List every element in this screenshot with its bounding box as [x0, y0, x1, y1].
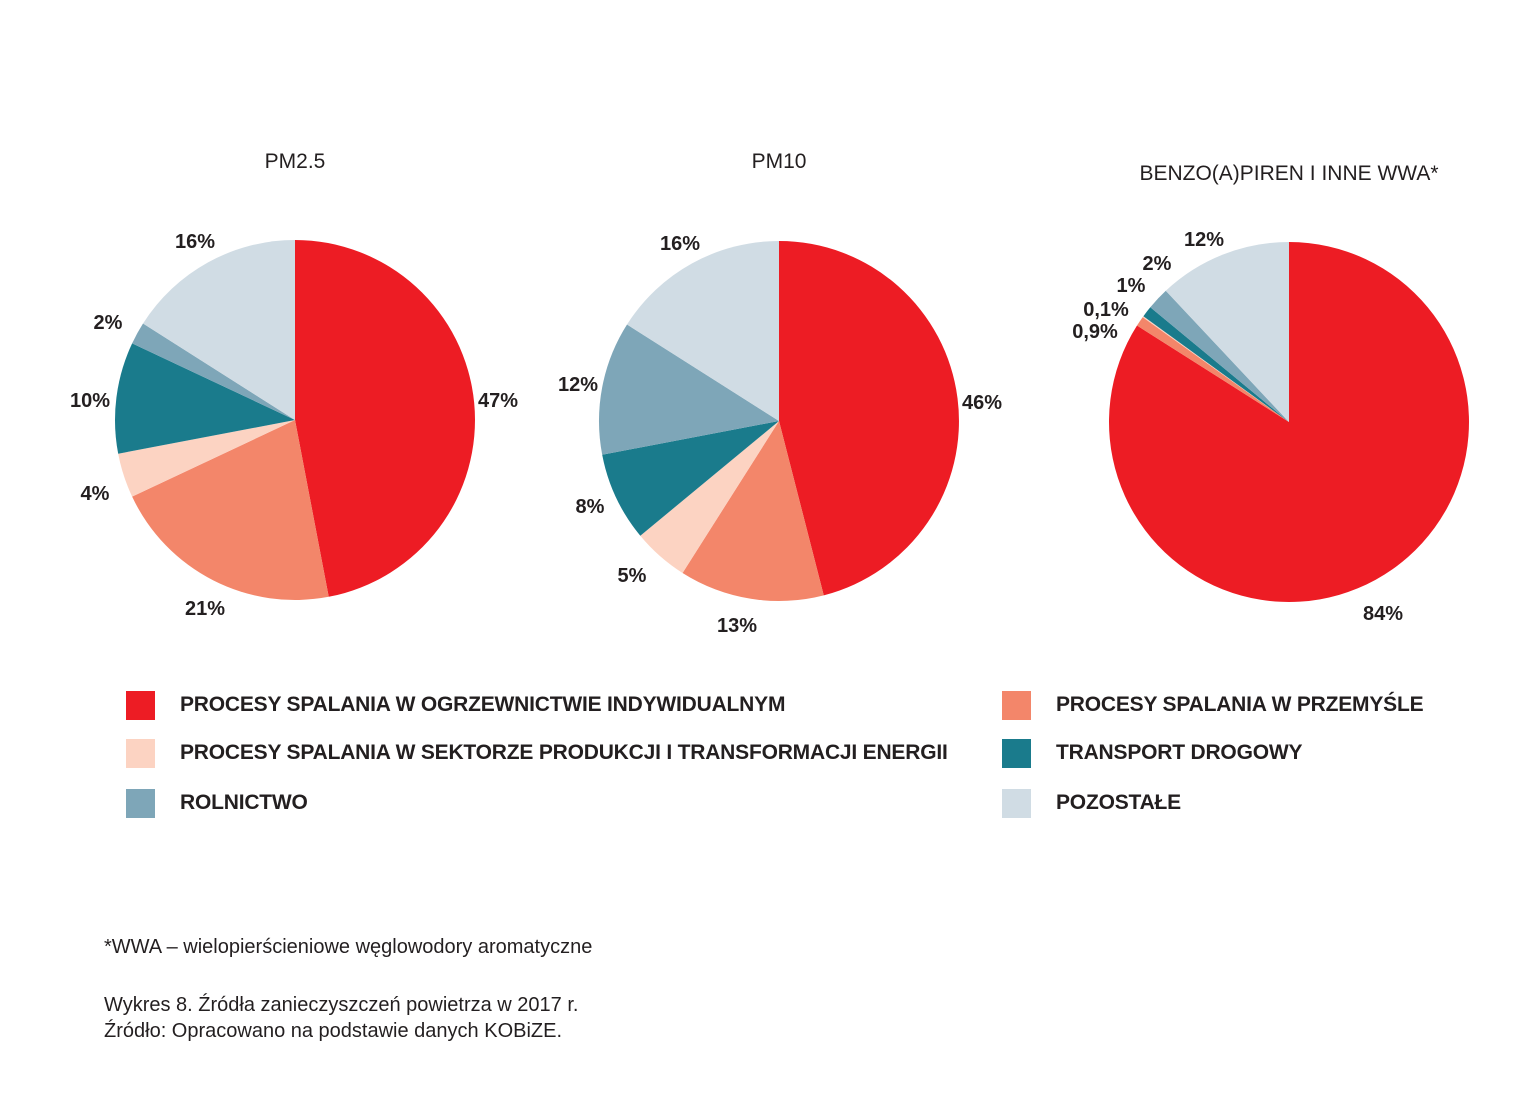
source-note: Źródło: Opracowano na podstawie danych K…	[104, 1020, 563, 1042]
pie-chart-3: BENZO(A)PIREN I INNE WWA* 84% 0,9%0,1%1%2%…	[1072, 162, 1469, 625]
chart-title: PM10	[752, 150, 807, 173]
legend-item-pozostale: POZOSTAŁE	[1002, 788, 1181, 818]
data-label-rolnictwo: 2%	[94, 312, 123, 334]
legend-swatch-pozostale	[1002, 788, 1031, 818]
legend-swatch-przemysl	[1002, 690, 1031, 720]
data-label-przemysl: 21%	[185, 598, 225, 620]
data-label-przemysl: 13%	[717, 615, 757, 637]
legend-item-przemysl: PROCESY SPALANIA W PRZEMYŚLE	[1002, 690, 1424, 720]
legend-item-ogrzewnictwo: PROCESY SPALANIA W OGRZEWNICTWIE INDYWID…	[126, 690, 785, 720]
legend-label-rolnictwo: ROLNICTWO	[180, 791, 308, 814]
data-label-transport: 1%	[1117, 275, 1146, 297]
legend-item-rolnictwo: ROLNICTWO	[126, 788, 308, 818]
pie-slice-przemysl	[132, 420, 329, 600]
pie-slice-ogrzewnictwo	[779, 241, 959, 596]
legend-label-energia: PROCESY SPALANIA W SEKTORZE PRODUKCJI I …	[180, 741, 948, 764]
pie-slice-energia	[640, 421, 779, 573]
data-label-transport: 8%	[576, 496, 605, 518]
data-label-pozostale: 16%	[660, 233, 700, 255]
footnote: *WWA – wielopierścieniowe węglowodory ar…	[104, 936, 593, 958]
pie-slice-pozostale	[627, 241, 779, 421]
figure-caption: Wykres 8. Źródła zanieczyszczeń powietrz…	[104, 994, 579, 1016]
legend-swatch-rolnictwo	[126, 788, 155, 818]
data-label-pozostale: 16%	[175, 231, 215, 253]
pie-slice-ogrzewnictwo	[1108, 242, 1469, 603]
pie-slice-transport	[1143, 307, 1289, 422]
legend-swatch-transport	[1002, 738, 1031, 768]
pie-slice-energia	[118, 420, 295, 497]
chart-title: BENZO(A)PIREN I INNE WWA*	[1139, 162, 1438, 185]
pie-slice-energia	[1142, 316, 1289, 422]
legend-label-ogrzewnictwo: PROCESY SPALANIA W OGRZEWNICTWIE INDYWID…	[180, 693, 786, 716]
pie-slice-rolnictwo	[599, 324, 779, 455]
pie-slice-ogrzewnictwo	[295, 240, 475, 597]
data-label-ogrzewnictwo: 47%	[478, 390, 518, 412]
pie-slice-rolnictwo	[1150, 290, 1289, 422]
pie-chart-1: PM2.5 47% 21% 4% 10% 2% 16%	[70, 150, 518, 620]
data-label-pozostale: 12%	[1184, 229, 1224, 251]
legend-label-transport: TRANSPORT DROGOWY	[1056, 741, 1303, 764]
pie-slice-przemysl	[1137, 317, 1289, 422]
data-label-przemysl: 0,9%	[1072, 321, 1118, 343]
legend-label-pozostale: POZOSTAŁE	[1056, 791, 1181, 814]
chart-title: PM2.5	[265, 150, 326, 173]
legend-item-energia: PROCESY SPALANIA W SEKTORZE PRODUKCJI I …	[126, 738, 948, 768]
pie-chart-2: PM10 46% 13% 5% 8% 12% 16%	[558, 150, 1002, 637]
pie-slice-transport	[115, 343, 295, 454]
data-label-energia: 5%	[618, 565, 647, 587]
data-label-transport: 10%	[70, 390, 110, 412]
pie-slice-rolnictwo	[132, 323, 295, 420]
data-label-rolnictwo: 12%	[558, 374, 598, 396]
data-label-ogrzewnictwo: 84%	[1363, 603, 1403, 625]
data-label-rolnictwo: 2%	[1143, 253, 1172, 275]
legend-swatch-energia	[126, 738, 155, 768]
pie-slice-transport	[602, 421, 779, 536]
legend-swatch-ogrzewnictwo	[126, 690, 155, 720]
legend-item-transport: TRANSPORT DROGOWY	[1002, 738, 1302, 768]
legend-label-przemysl: PROCESY SPALANIA W PRZEMYŚLE	[1056, 693, 1424, 716]
data-label-ogrzewnictwo: 46%	[962, 392, 1002, 414]
data-label-energia: 4%	[81, 483, 110, 505]
pie-slice-przemysl	[682, 421, 824, 601]
data-label-energia: 0,1%	[1083, 299, 1129, 321]
pie-slice-pozostale	[1165, 242, 1289, 422]
pie-charts-area: PM2.5 47% 21% 4% 10% 2% 16% PM10 46% 13% 5% 8% 12% 16…	[70, 150, 1469, 637]
pie-slice-pozostale	[143, 240, 295, 420]
